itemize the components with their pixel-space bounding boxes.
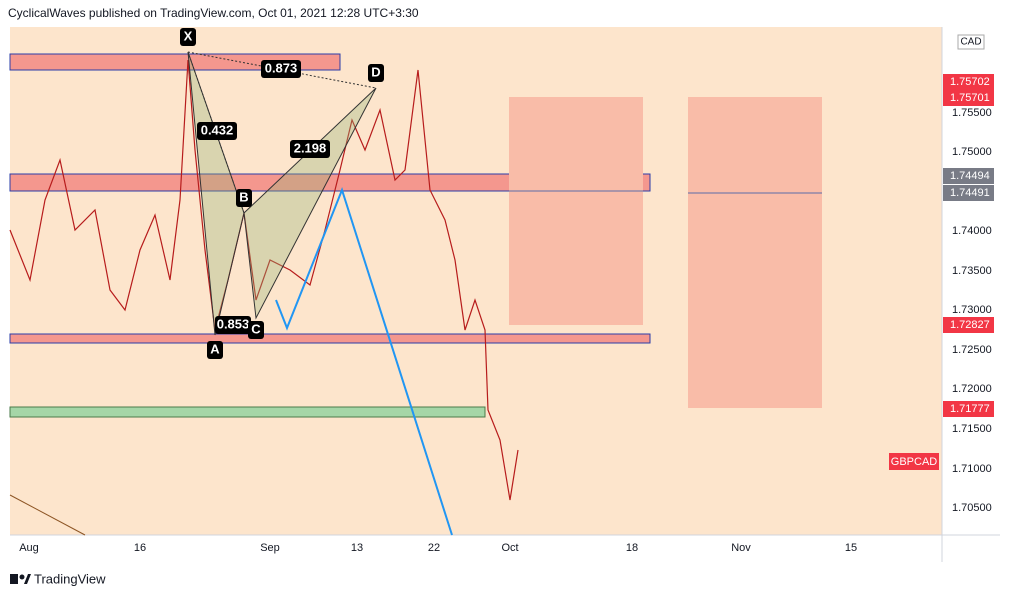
time-tick: Oct xyxy=(501,542,518,554)
zone xyxy=(9,406,486,418)
point-bg xyxy=(368,64,384,82)
symbol-tag: GBPCAD xyxy=(891,456,938,468)
ratio-bg xyxy=(197,122,237,140)
price-tick: 1.73500 xyxy=(952,265,992,277)
currency-box xyxy=(957,34,985,50)
point-bg xyxy=(207,341,223,359)
price-tick: 1.73000 xyxy=(952,304,992,316)
zone xyxy=(9,333,651,344)
header: CyclicalWaves published on TradingView.c… xyxy=(8,6,419,20)
point-label: X xyxy=(184,28,193,43)
price-tag: 1.72827 xyxy=(950,319,990,331)
price-tag: 1.71777 xyxy=(950,403,990,415)
ratio-bg xyxy=(215,316,251,334)
time-tick: 13 xyxy=(351,542,363,554)
price-tag-bg xyxy=(943,317,994,333)
point-label: A xyxy=(210,341,220,356)
ratio-label: 2.198 xyxy=(294,140,327,155)
point-label: C xyxy=(251,321,261,336)
ratio-label: 0.432 xyxy=(201,122,234,137)
price-tag-bg xyxy=(943,401,994,417)
price-tag-bg xyxy=(943,90,994,106)
price-tick: 1.71500 xyxy=(952,423,992,435)
point-bg xyxy=(248,321,264,339)
price-tag: 1.74494 xyxy=(950,170,990,182)
price-tick: 1.75000 xyxy=(952,146,992,158)
zone xyxy=(9,53,341,71)
box xyxy=(688,97,822,408)
price-tag: 1.75701 xyxy=(950,92,990,104)
price-tick: 1.75500 xyxy=(952,107,992,119)
ratio-label: 0.853 xyxy=(217,316,250,331)
box xyxy=(509,97,643,325)
price-tag-bg xyxy=(943,74,994,90)
price-tag: 1.74491 xyxy=(950,187,990,199)
time-tick: 16 xyxy=(134,542,146,554)
ratio-bg xyxy=(290,140,330,158)
time-tick: Nov xyxy=(731,542,751,554)
price-tag: 1.75702 xyxy=(950,76,990,88)
price-tick: 1.72500 xyxy=(952,344,992,356)
point-bg xyxy=(180,28,196,46)
currency: CAD xyxy=(960,37,981,48)
point-label: B xyxy=(239,189,248,204)
price-tick: 1.72000 xyxy=(952,383,992,395)
logo xyxy=(10,574,31,584)
time-tick: 22 xyxy=(428,542,440,554)
price-line xyxy=(9,59,519,501)
time-tick: Sep xyxy=(260,542,280,554)
ratio-label: 0.873 xyxy=(265,60,298,75)
footer-logo: TradingView xyxy=(34,571,106,586)
price-tick: 1.71000 xyxy=(952,463,992,475)
price-tick: 1.74000 xyxy=(952,225,992,237)
ratio-bg xyxy=(261,60,301,78)
projection xyxy=(275,187,453,536)
point-label: D xyxy=(371,64,380,79)
price-tag-bg xyxy=(943,185,994,201)
trend-line xyxy=(9,494,86,536)
price-tag-bg xyxy=(943,168,994,184)
time-tick: 15 xyxy=(845,542,857,554)
price-tick: 1.70500 xyxy=(952,502,992,514)
symbol-tag-bg xyxy=(889,453,939,470)
time-tick: Aug xyxy=(19,542,39,554)
time-tick: 18 xyxy=(626,542,638,554)
point-bg xyxy=(236,189,252,207)
zone xyxy=(9,173,651,192)
